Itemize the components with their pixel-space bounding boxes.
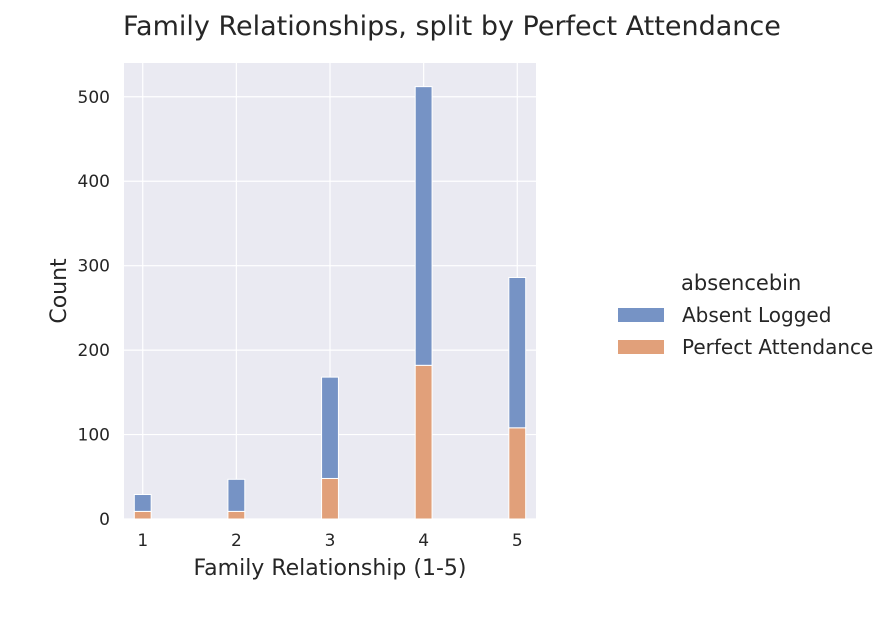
bar-perfect-attendance-4	[414, 364, 433, 520]
bars	[133, 86, 527, 520]
legend-label-absent-logged: Absent Logged	[682, 303, 831, 327]
legend-swatch-absent-logged	[618, 308, 664, 322]
bar-absent-logged-1	[133, 494, 152, 512]
bar-absent-logged-5	[508, 276, 527, 429]
y-tick-label: 100	[78, 426, 110, 446]
bar-perfect-attendance-1	[133, 510, 152, 520]
chart-title: Family Relationships, split by Perfect A…	[123, 11, 781, 42]
bar-perfect-attendance-3	[321, 477, 339, 520]
x-tick-label: 5	[512, 531, 523, 551]
bar-perfect-attendance-2	[227, 510, 246, 520]
bar-absent-logged-3	[321, 376, 339, 479]
x-tick-label: 1	[137, 531, 148, 551]
y-axis-label: Count	[47, 258, 72, 324]
bar-absent-logged-2	[227, 478, 246, 512]
y-tick-label: 500	[78, 88, 110, 108]
bar-perfect-attendance-5	[508, 427, 527, 520]
y-tick-labels: 0 100 200 300 400 500	[78, 88, 110, 530]
bar-absent-logged-4	[414, 86, 433, 366]
grid	[124, 63, 536, 520]
legend-title: absencebin	[681, 271, 801, 295]
x-axis-label: Family Relationship (1-5)	[194, 556, 467, 581]
y-tick-label: 300	[78, 257, 110, 277]
legend-swatch-perfect-attendance	[618, 340, 664, 354]
legend-label-perfect-attendance: Perfect Attendance	[682, 335, 873, 359]
x-tick-label: 3	[325, 531, 336, 551]
x-tick-label: 4	[418, 531, 429, 551]
x-tick-labels: 1 2 3 4 5	[137, 531, 522, 551]
x-tick-label: 2	[231, 531, 242, 551]
y-tick-label: 0	[99, 510, 110, 530]
y-tick-label: 400	[78, 172, 110, 192]
y-tick-label: 200	[78, 341, 110, 361]
legend: absencebin Absent Logged Perfect Attenda…	[618, 271, 873, 359]
